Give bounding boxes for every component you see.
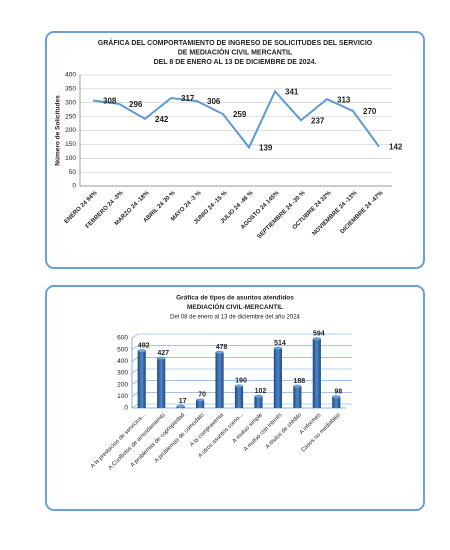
data-label: 317 — [181, 94, 195, 103]
chart-title: DE MEDIACIÓN CIVIL MERCANTIL — [178, 47, 293, 56]
y-tick-label: 150 — [65, 141, 76, 148]
y-tick-label: 300 — [65, 99, 76, 106]
panel — [45, 31, 425, 269]
bar-top — [254, 394, 263, 398]
chart-title: DEL 8 DE ENERO AL 13 DE DICIEMBRE DE 202… — [154, 59, 317, 66]
bar-top — [176, 404, 185, 408]
y-tick-label: 200 — [117, 381, 128, 388]
y-tick-label: 100 — [65, 155, 76, 162]
data-label: 514 — [274, 340, 286, 347]
bar-top — [137, 349, 146, 353]
chart-title: Del 08 de enero al 13 de diciembre del a… — [170, 315, 300, 321]
grid-line — [131, 345, 352, 350]
y-axis-label: Número de Solicitudes — [55, 95, 62, 166]
y-tick-label: 400 — [65, 72, 76, 79]
bar-top — [157, 356, 166, 360]
data-label: 242 — [155, 115, 169, 124]
chart-title: MEDIACIÓN CIVIL-MERCANTIL — [187, 302, 283, 311]
y-tick-label: 250 — [65, 113, 76, 120]
data-label: 17 — [179, 398, 187, 405]
data-label: 139 — [259, 144, 273, 153]
bar — [234, 385, 244, 408]
bar — [196, 399, 205, 408]
bar — [273, 348, 282, 408]
y-tick-label: 200 — [65, 127, 76, 134]
data-label: 259 — [233, 110, 247, 119]
y-tick-label: 0 — [72, 183, 76, 190]
y-tick-label: 500 — [117, 346, 128, 353]
y-tick-label: 400 — [117, 358, 128, 365]
data-label: 142 — [389, 143, 403, 152]
bar-top — [293, 384, 302, 388]
data-label: 296 — [129, 100, 143, 109]
bar — [137, 350, 146, 408]
data-label: 306 — [207, 97, 221, 106]
data-label: 492 — [138, 342, 150, 349]
data-label: 98 — [334, 388, 342, 395]
bar — [157, 358, 166, 408]
data-label: 70 — [198, 392, 206, 399]
data-label: 478 — [216, 344, 228, 351]
data-label: 270 — [363, 107, 377, 116]
y-tick-label: 0 — [124, 405, 128, 412]
bar — [215, 352, 224, 408]
y-tick-label: 300 — [117, 370, 128, 377]
data-label: 190 — [235, 378, 247, 385]
y-tick-label: 100 — [117, 393, 128, 400]
data-label: 427 — [157, 350, 169, 357]
bar-top — [273, 346, 282, 350]
bar — [254, 396, 263, 408]
data-label: 102 — [255, 388, 267, 395]
bar-top — [234, 384, 244, 388]
y-tick-label: 350 — [65, 86, 76, 93]
data-label: 594 — [313, 331, 325, 338]
y-tick-label: 600 — [117, 335, 128, 342]
bar-top — [196, 398, 205, 402]
grid-line — [131, 333, 352, 339]
data-label: 237 — [311, 116, 325, 125]
bar-top — [312, 337, 321, 341]
bar — [312, 338, 321, 408]
chart-title: Gráfica de tipos de asuntos atendidos — [176, 295, 294, 302]
bar-top — [215, 350, 224, 354]
data-label: 188 — [294, 378, 306, 385]
data-label: 341 — [285, 87, 299, 96]
data-label: 313 — [337, 95, 351, 104]
y-tick-label: 50 — [69, 169, 77, 176]
line-series — [92, 89, 380, 150]
data-label: 308 — [103, 97, 117, 106]
chart-title: GRÁFICA DEL COMPORTAMIENTO DE INGRESO DE… — [98, 38, 373, 47]
bar-top — [332, 395, 341, 399]
bar — [293, 386, 302, 408]
bar — [332, 396, 341, 408]
